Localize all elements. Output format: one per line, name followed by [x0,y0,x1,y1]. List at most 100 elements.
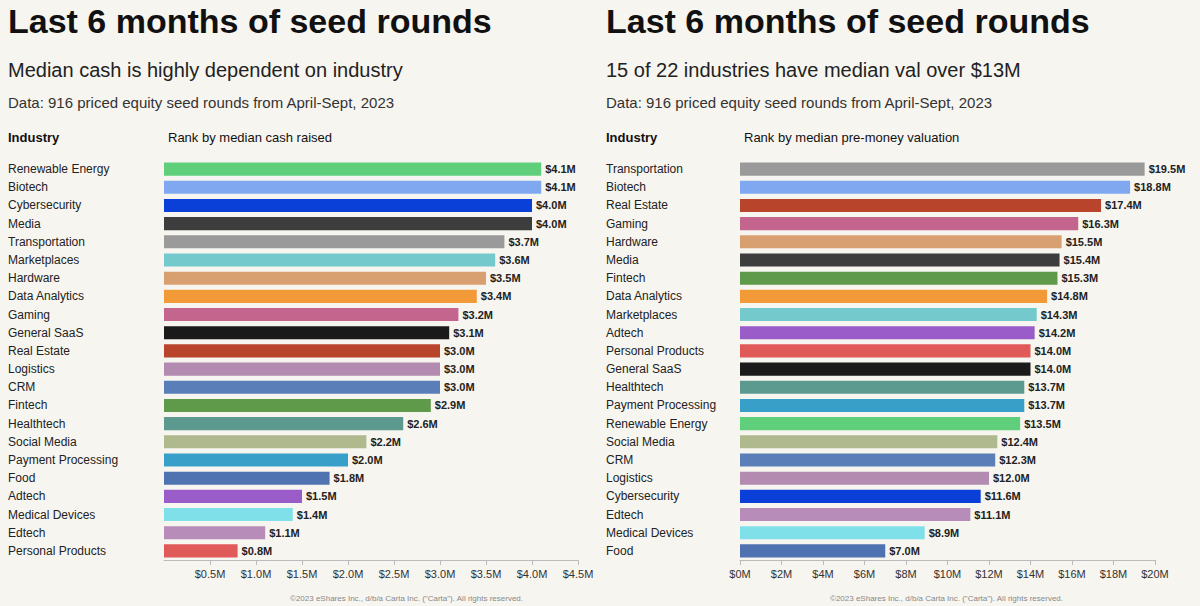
svg-text:$14.0M: $14.0M [1035,345,1072,357]
svg-text:$3.0M: $3.0M [444,381,475,393]
svg-text:Data: 916 priced equity seed r: Data: 916 priced equity seed rounds from… [8,94,394,111]
svg-text:$14.8M: $14.8M [1051,290,1088,302]
svg-text:Real Estate: Real Estate [8,344,70,358]
svg-text:Marketplaces: Marketplaces [606,308,677,322]
svg-text:$13.7M: $13.7M [1028,399,1065,411]
svg-text:General SaaS: General SaaS [8,326,83,340]
svg-text:Rank by median pre-money valua: Rank by median pre-money valuation [744,130,959,145]
svg-text:Personal Products: Personal Products [8,544,106,558]
svg-text:$6M: $6M [854,568,875,580]
svg-text:Media: Media [8,217,41,231]
svg-text:$14M: $14M [1017,568,1045,580]
svg-text:$4.0M: $4.0M [517,568,548,580]
svg-text:Last 6 months of seed rounds: Last 6 months of seed rounds [606,2,1090,40]
svg-text:$3.5M: $3.5M [471,568,502,580]
svg-text:15 of 22 industries have media: 15 of 22 industries have median val over… [606,59,1021,81]
svg-text:$1.8M: $1.8M [334,472,365,484]
svg-text:$8M: $8M [895,568,916,580]
svg-text:Edtech: Edtech [8,526,45,540]
svg-text:$1.5M: $1.5M [287,568,318,580]
svg-text:$2.5M: $2.5M [379,568,410,580]
svg-text:$4.0M: $4.0M [536,218,567,230]
svg-text:$3.2M: $3.2M [462,309,493,321]
svg-text:Transportation: Transportation [606,162,683,176]
svg-text:Marketplaces: Marketplaces [8,253,79,267]
svg-text:$13.5M: $13.5M [1024,418,1061,430]
svg-text:$3.7M: $3.7M [508,236,539,248]
svg-text:$14.0M: $14.0M [1035,363,1072,375]
svg-text:$1.0M: $1.0M [241,568,272,580]
svg-text:Healthtech: Healthtech [8,417,65,431]
svg-text:$12.0M: $12.0M [993,472,1030,484]
svg-text:Fintech: Fintech [8,398,47,412]
svg-text:$2.9M: $2.9M [435,399,466,411]
svg-text:$12.4M: $12.4M [1001,436,1038,448]
svg-text:Fintech: Fintech [606,271,645,285]
svg-text:Food: Food [606,544,633,558]
svg-text:Edtech: Edtech [606,508,643,522]
svg-text:$4.5M: $4.5M [563,568,594,580]
svg-text:Logistics: Logistics [606,471,653,485]
svg-text:General SaaS: General SaaS [606,362,681,376]
svg-text:Data Analytics: Data Analytics [606,289,682,303]
svg-text:$1.4M: $1.4M [297,509,328,521]
svg-text:$11.6M: $11.6M [985,490,1021,502]
svg-text:Gaming: Gaming [8,308,50,322]
svg-text:Hardware: Hardware [8,271,60,285]
svg-text:$0.5M: $0.5M [195,568,226,580]
svg-text:Logistics: Logistics [8,362,55,376]
svg-text:Data: 916 priced equity seed r: Data: 916 priced equity seed rounds from… [606,94,992,111]
svg-text:$16.3M: $16.3M [1082,218,1119,230]
svg-text:$15.4M: $15.4M [1064,254,1101,266]
svg-text:Real Estate: Real Estate [606,198,668,212]
svg-text:Medical Devices: Medical Devices [8,508,95,522]
svg-text:$4.1M: $4.1M [545,181,576,193]
svg-text:$2.0M: $2.0M [352,454,383,466]
svg-text:Food: Food [8,471,35,485]
svg-text:Renewable Energy: Renewable Energy [606,417,707,431]
svg-text:Last 6 months of seed rounds: Last 6 months of seed rounds [8,2,492,40]
svg-text:$15.3M: $15.3M [1061,272,1098,284]
svg-text:Payment Processing: Payment Processing [8,453,118,467]
svg-text:$15.5M: $15.5M [1066,236,1103,248]
svg-text:Renewable Energy: Renewable Energy [8,162,109,176]
svg-text:$2.2M: $2.2M [370,436,401,448]
svg-text:Data Analytics: Data Analytics [8,289,84,303]
svg-text:Hardware: Hardware [606,235,658,249]
svg-text:Cybersecurity: Cybersecurity [606,489,679,503]
svg-text:Industry: Industry [606,130,658,145]
svg-text:$4.1M: $4.1M [545,163,576,175]
svg-text:Social Media: Social Media [8,435,77,449]
svg-text:Transportation: Transportation [8,235,85,249]
svg-text:$0M: $0M [729,568,750,580]
svg-text:$2M: $2M [771,568,792,580]
svg-text:$3.0M: $3.0M [444,345,475,357]
svg-text:$3.0M: $3.0M [444,363,475,375]
svg-text:$16M: $16M [1058,568,1086,580]
svg-text:Personal Products: Personal Products [606,344,704,358]
svg-text:$3.0M: $3.0M [425,568,456,580]
svg-text:$1.5M: $1.5M [306,490,337,502]
svg-text:$3.1M: $3.1M [453,327,484,339]
svg-text:$3.6M: $3.6M [499,254,530,266]
svg-text:Media: Media [606,253,639,267]
svg-text:©2023 eShares Inc., d/b/a Cart: ©2023 eShares Inc., d/b/a Carta Inc. ("C… [830,594,1063,603]
svg-text:Medical Devices: Medical Devices [606,526,693,540]
svg-text:Rank by median cash raised: Rank by median cash raised [168,130,332,145]
svg-text:$4.0M: $4.0M [536,199,567,211]
svg-text:$18M: $18M [1100,568,1128,580]
svg-text:$3.5M: $3.5M [490,272,521,284]
svg-text:$4M: $4M [812,568,833,580]
svg-text:$20M: $20M [1141,568,1169,580]
svg-text:©2023 eShares Inc., d/b/a Cart: ©2023 eShares Inc., d/b/a Carta Inc. ("C… [290,594,523,603]
svg-text:Industry: Industry [8,130,60,145]
svg-text:$2.0M: $2.0M [333,568,364,580]
svg-text:Gaming: Gaming [606,217,648,231]
svg-text:$7.0M: $7.0M [889,545,920,557]
svg-text:$13.7M: $13.7M [1028,381,1065,393]
svg-text:$0.8M: $0.8M [242,545,273,557]
svg-text:$14.2M: $14.2M [1039,327,1076,339]
svg-text:Payment Processing: Payment Processing [606,398,716,412]
svg-text:$14.3M: $14.3M [1041,309,1078,321]
svg-text:$11.1M: $11.1M [974,509,1010,521]
